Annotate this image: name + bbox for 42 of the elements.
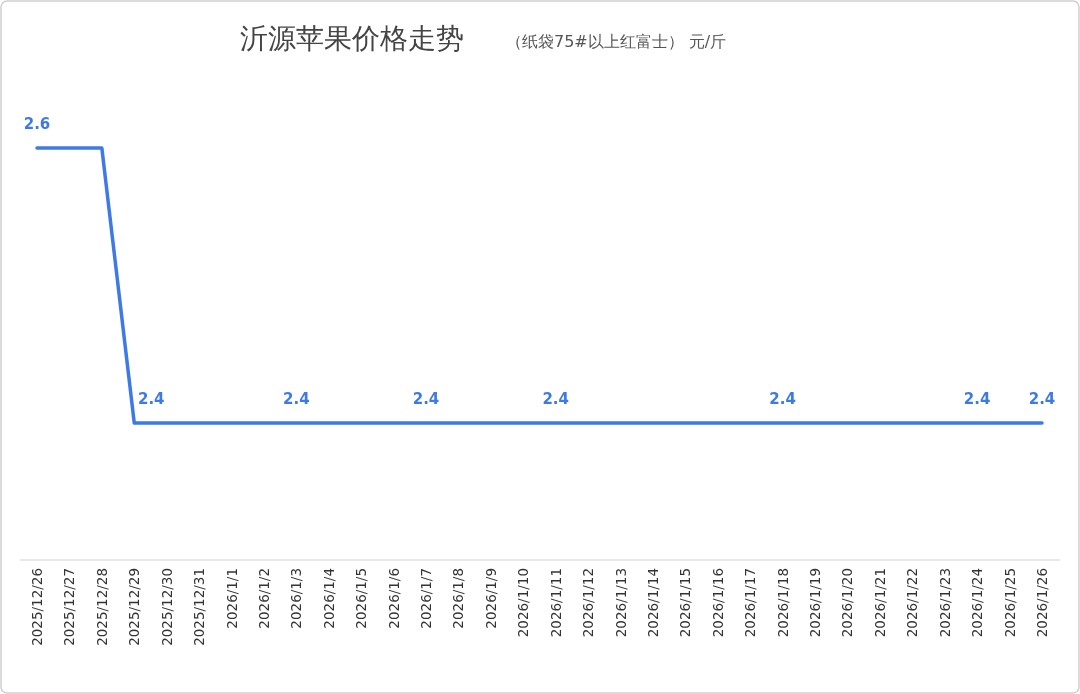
x-tick-label: 2025/12/26 bbox=[29, 568, 45, 646]
x-tick-label: 2026/1/7 bbox=[418, 568, 435, 629]
x-tick-label: 2026/1/12 bbox=[580, 568, 597, 638]
x-tick-label: 2026/1/23 bbox=[936, 568, 953, 638]
data-label: 2.6 bbox=[23, 115, 51, 133]
x-tick-label: 2026/1/22 bbox=[904, 568, 921, 638]
x-tick-label: 2026/1/6 bbox=[385, 568, 402, 629]
x-tick-label: 2025/12/30 bbox=[158, 568, 175, 646]
x-tick-label: 2026/1/4 bbox=[320, 568, 337, 629]
x-tick-label: 2026/1/26 bbox=[1034, 568, 1050, 638]
data-label: 2.4 bbox=[137, 390, 165, 408]
x-tick-label: 2026/1/17 bbox=[742, 568, 759, 638]
chart-subtitle: （纸袋75#以上红富士） 元/斤 bbox=[506, 32, 727, 51]
x-tick-label: 2025/12/29 bbox=[126, 568, 143, 646]
x-tick-label: 2026/1/15 bbox=[677, 568, 694, 638]
x-tick-label: 2025/12/27 bbox=[61, 568, 78, 646]
data-label: 2.4 bbox=[963, 390, 991, 408]
data-label: 2.4 bbox=[542, 390, 569, 408]
x-tick-label: 2026/1/1 bbox=[223, 568, 240, 629]
x-tick-label: 2026/1/16 bbox=[709, 568, 726, 638]
data-label: 2.4 bbox=[1028, 390, 1056, 408]
x-tick-label: 2026/1/18 bbox=[774, 568, 791, 638]
x-tick-label: 2026/1/11 bbox=[547, 568, 564, 638]
x-tick-label: 2026/1/14 bbox=[644, 568, 661, 638]
x-tick-label: 2026/1/20 bbox=[839, 568, 856, 638]
x-tick-label: 2026/1/3 bbox=[288, 568, 305, 629]
chart-title: 沂源苹果价格走势 bbox=[240, 22, 464, 55]
x-tick-label: 2025/12/31 bbox=[191, 568, 208, 646]
x-tick-label: 2026/1/21 bbox=[871, 568, 888, 638]
x-tick-label: 2025/12/28 bbox=[93, 568, 110, 646]
data-label: 2.4 bbox=[412, 390, 440, 408]
x-tick-label: 2026/1/10 bbox=[515, 568, 532, 638]
x-tick-label: 2026/1/13 bbox=[612, 568, 629, 638]
x-tick-label: 2026/1/5 bbox=[353, 568, 370, 629]
x-tick-label: 2026/1/8 bbox=[450, 568, 467, 629]
x-tick-label: 2026/1/2 bbox=[255, 568, 272, 629]
x-tick-label: 2026/1/19 bbox=[807, 568, 824, 638]
x-tick-label: 2026/1/9 bbox=[482, 568, 499, 629]
data-label: 2.4 bbox=[769, 390, 796, 408]
x-tick-label: 2026/1/25 bbox=[1001, 568, 1018, 638]
x-tick-label: 2026/1/24 bbox=[969, 568, 986, 638]
data-label: 2.4 bbox=[283, 390, 310, 408]
